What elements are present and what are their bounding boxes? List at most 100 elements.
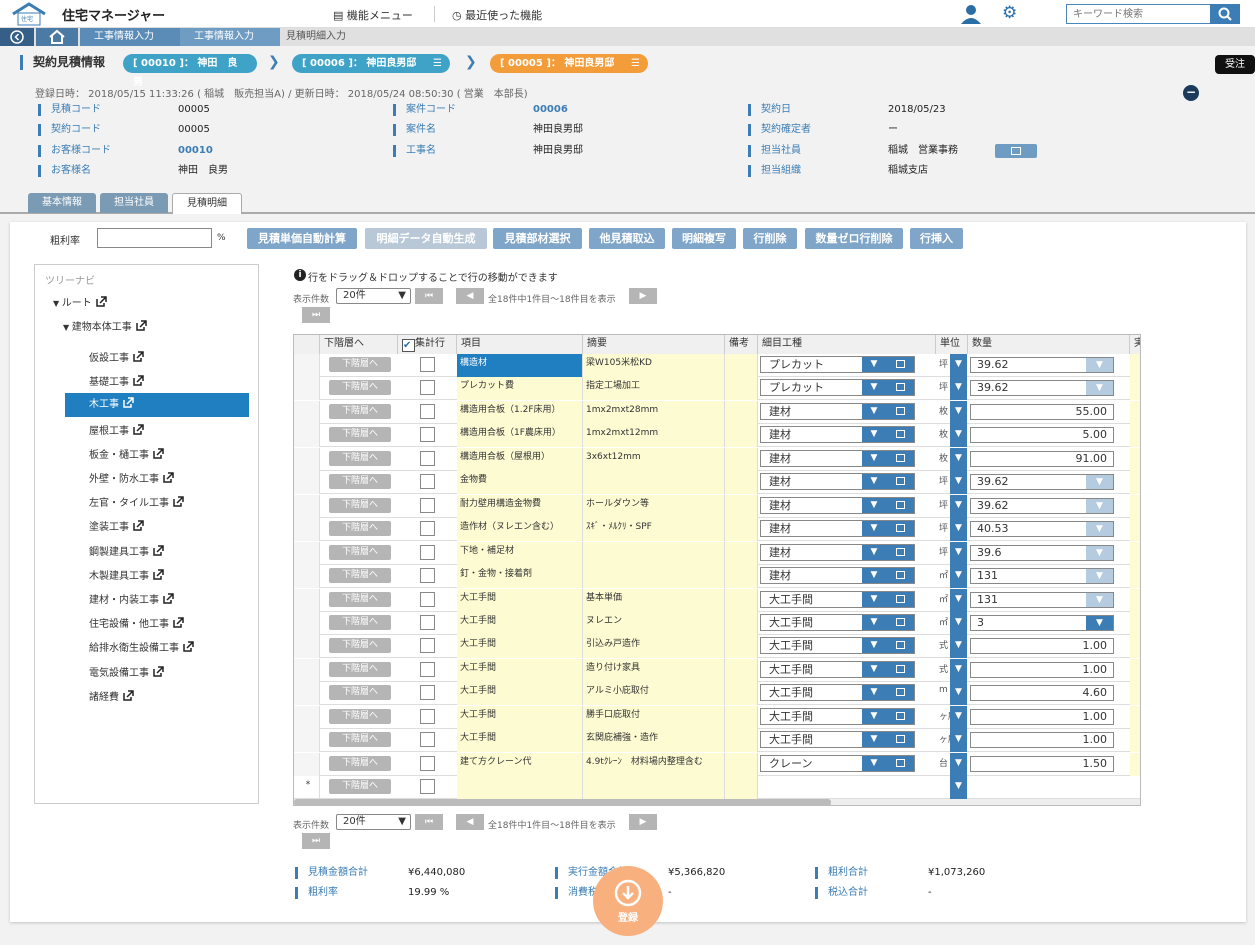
quantity-input[interactable]: 1.50 xyxy=(970,755,1114,772)
work-type-select[interactable]: 大工手間 ▼ xyxy=(760,613,915,631)
next-page-button[interactable]: ▶ xyxy=(629,288,657,304)
dropdown-arrow-icon[interactable]: ▼ xyxy=(950,354,967,377)
save-button[interactable]: 登録 xyxy=(593,866,663,936)
row-marker[interactable] xyxy=(294,752,320,776)
note-cell[interactable]: ホールダウン等 xyxy=(583,494,725,518)
item-cell[interactable]: 金物費 xyxy=(457,471,583,495)
note-cell[interactable]: 4.9tｸﾚｰﾝ 材料場内整理含む xyxy=(583,752,725,776)
work-type-select[interactable]: 大工手間 ▼ xyxy=(760,684,915,702)
actual-cell[interactable] xyxy=(1130,471,1140,495)
note-cell[interactable]: 1mx2mxt28mm xyxy=(583,400,725,424)
remark-cell[interactable] xyxy=(725,518,758,542)
summary-checkbox[interactable] xyxy=(420,521,435,537)
level-down-button[interactable]: 下階層へ xyxy=(329,661,391,677)
row-marker[interactable] xyxy=(294,471,320,495)
level-down-button[interactable]: 下階層へ xyxy=(329,591,391,607)
external-link-icon[interactable] xyxy=(173,496,184,507)
summary-checkbox[interactable] xyxy=(420,591,435,607)
estimate-pill[interactable]: [ 00005 ]： 神田良男邸 ☰ xyxy=(490,54,648,73)
actual-cell[interactable] xyxy=(1130,729,1140,753)
remark-cell[interactable] xyxy=(725,752,758,776)
list-icon[interactable]: ☰ xyxy=(433,58,442,69)
dropdown-arrow-icon[interactable]: ▼ xyxy=(1086,592,1113,607)
copy-icon[interactable] xyxy=(886,474,914,490)
margin-rate-input[interactable] xyxy=(97,228,212,248)
new-note-cell[interactable] xyxy=(583,776,725,799)
copy-icon[interactable] xyxy=(886,591,914,607)
level-down-button[interactable]: 下階層へ xyxy=(329,732,391,748)
copy-icon[interactable] xyxy=(886,544,914,560)
unit-cell[interactable]: 式 ▼ xyxy=(937,658,967,682)
work-type-select[interactable]: 大工手間 ▼ xyxy=(760,590,915,608)
copy-icon[interactable] xyxy=(886,450,914,466)
summary-checkbox[interactable] xyxy=(420,708,435,724)
tree-item[interactable]: 建材・内装工事 xyxy=(89,593,174,608)
summary-checkbox[interactable] xyxy=(420,614,435,630)
new-item-cell[interactable] xyxy=(457,776,583,799)
dropdown-arrow-icon[interactable]: ▼ xyxy=(862,732,886,748)
work-type-select[interactable]: 建材 ▼ xyxy=(760,520,915,538)
item-cell[interactable]: 耐力壁用構造金物費 xyxy=(457,494,583,518)
new-unit-cell[interactable]: ▼ xyxy=(937,776,967,799)
unit-cell[interactable]: 台 ▼ xyxy=(937,752,967,776)
row-marker[interactable] xyxy=(294,729,320,753)
work-type-select[interactable]: 建材 ▼ xyxy=(760,449,915,467)
dropdown-arrow-icon[interactable]: ▼ xyxy=(862,403,886,419)
note-cell[interactable]: 1mx2mxt12mm xyxy=(583,424,725,448)
item-cell[interactable]: 釘・金物・接着剤 xyxy=(457,565,583,589)
copy-rows-button[interactable]: 明細複写 xyxy=(672,228,736,249)
quantity-input[interactable]: 1.00 xyxy=(970,708,1114,725)
copy-icon[interactable] xyxy=(886,755,914,771)
level-down-button[interactable]: 下階層へ xyxy=(329,427,391,443)
customer-pill[interactable]: [ 00010 ]： 神田 良男 xyxy=(123,54,257,88)
delete-row-button[interactable]: 行削除 xyxy=(743,228,797,249)
table-row[interactable]: 下階層へ 造作材（ヌレエン含む） ｽｷﾞ・ﾒﾙｸﾘ・SPF 建材 ▼ 坪 ▼ 40.53 ▼ xyxy=(294,518,1140,542)
external-link-icon[interactable] xyxy=(173,617,184,628)
row-marker[interactable] xyxy=(294,424,320,448)
quantity-input[interactable]: 39.62 ▼ xyxy=(970,474,1114,491)
material-select-button[interactable]: 見積部材選択 xyxy=(493,228,582,249)
unit-cell[interactable]: 式 ▼ xyxy=(937,635,967,659)
external-link-icon[interactable] xyxy=(133,520,144,532)
remark-cell[interactable] xyxy=(725,729,758,753)
gear-icon[interactable]: ⚙ xyxy=(1002,3,1018,23)
dropdown-arrow-icon[interactable]: ▼ xyxy=(950,776,967,799)
table-row[interactable]: 下階層へ 構造用合板（屋根用） 3x6xt12mm 建材 ▼ 枚 ▼ 91.00 xyxy=(294,447,1140,471)
copy-icon[interactable] xyxy=(886,685,914,701)
prev-page-button[interactable]: ◀ xyxy=(456,288,484,304)
copy-icon[interactable] xyxy=(886,568,914,584)
dropdown-arrow-icon[interactable]: ▼ xyxy=(950,752,967,776)
item-cell[interactable]: 大工手間 xyxy=(457,705,583,729)
note-cell[interactable]: 3x6xt12mm xyxy=(583,447,725,471)
quantity-input[interactable]: 3 ▼ xyxy=(970,614,1114,631)
level-down-button[interactable]: 下階層へ xyxy=(329,638,391,654)
work-type-select[interactable]: 大工手間 ▼ xyxy=(760,660,915,678)
unit-cell[interactable]: ㎡ ▼ xyxy=(937,588,967,612)
table-row[interactable]: 下階層へ 大工手間 アルミ小庇取付 大工手間 ▼ m ▼ 4.60 xyxy=(294,682,1140,706)
actual-cell[interactable] xyxy=(1130,424,1140,448)
row-marker[interactable] xyxy=(294,400,320,424)
summary-checkbox[interactable] xyxy=(420,450,435,466)
breadcrumb-item-1[interactable]: 工事情報入力 xyxy=(80,28,180,46)
keyword-search-input[interactable] xyxy=(1066,4,1211,24)
copy-icon[interactable] xyxy=(886,497,914,513)
actual-cell[interactable] xyxy=(1130,611,1140,635)
quantity-input[interactable]: 1.00 xyxy=(970,661,1114,678)
project-code-link[interactable]: 00006 xyxy=(533,104,568,115)
table-row[interactable]: 下階層へ プレカット費 指定工場加工 プレカット ▼ 坪 ▼ 39.62 ▼ xyxy=(294,377,1140,401)
summary-checkbox[interactable] xyxy=(420,357,435,372)
table-row[interactable]: 下階層へ 建て方クレーン代 4.9tｸﾚｰﾝ 材料場内整理含む クレーン ▼ 台 ▼ 1.50 xyxy=(294,752,1140,776)
copy-icon[interactable] xyxy=(886,614,914,630)
page-size-select-bottom[interactable]: 20件 ▼ xyxy=(336,814,411,830)
quantity-input[interactable]: 39.62 ▼ xyxy=(970,357,1114,373)
order-button[interactable]: 受注 xyxy=(1215,55,1255,74)
summary-checkbox[interactable] xyxy=(420,732,435,748)
level-down-button[interactable]: 下階層へ xyxy=(329,403,391,419)
dropdown-arrow-icon[interactable]: ▼ xyxy=(862,591,886,607)
quantity-input[interactable]: 1.00 xyxy=(970,638,1114,655)
actual-cell[interactable] xyxy=(1130,518,1140,542)
customer-code-link[interactable]: 00010 xyxy=(178,145,213,156)
unit-cell[interactable]: m ▼ xyxy=(937,682,967,706)
summary-checkbox[interactable] xyxy=(420,497,435,513)
work-type-select[interactable]: 建材 ▼ xyxy=(760,543,915,561)
